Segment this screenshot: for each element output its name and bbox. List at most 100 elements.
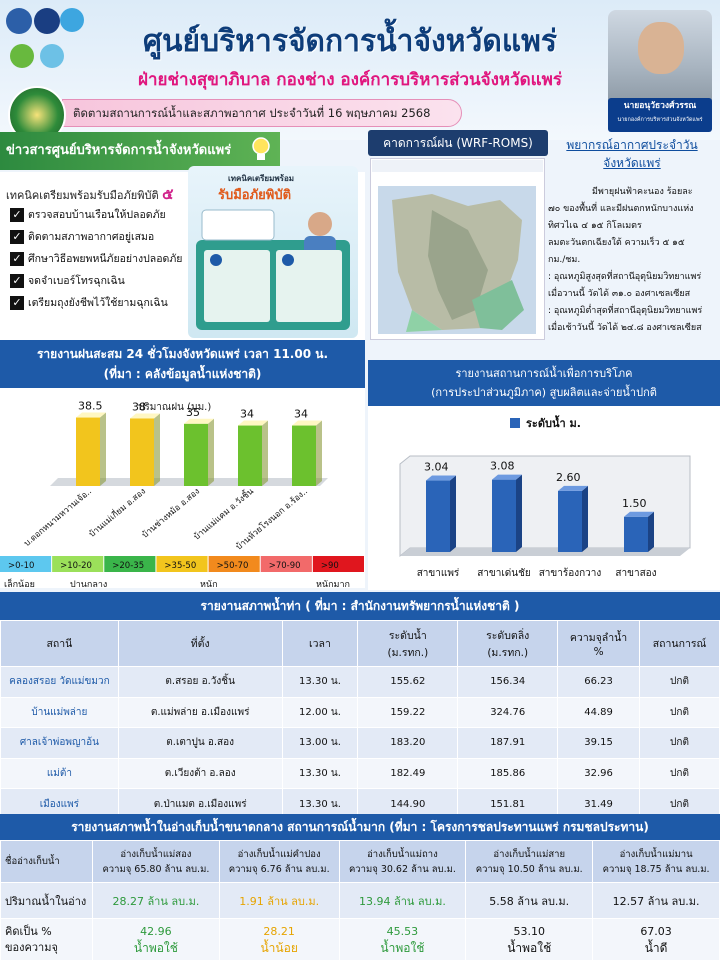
table-cell: ปกติ: [639, 696, 720, 729]
forecast-line: มีพายุฝนฟ้าคะนอง ร้อยละ: [592, 187, 693, 197]
table-cell: ต.เวียงต้า อ.ลอง: [117, 757, 283, 790]
bar: [492, 479, 516, 552]
bar: [292, 425, 316, 486]
legend-range: >0-10: [8, 561, 34, 571]
legend-label: ระดับน้ำ ม.: [526, 415, 581, 430]
reservoir-volume: 1.91 ล้าน ลบ.ม.: [218, 882, 340, 919]
table-cell: ศาลเจ้าพ่อพญาอ้น: [0, 727, 119, 759]
poster-line2: รับมือภัยพิบัติ: [218, 188, 292, 203]
table-cell: 183.20: [357, 727, 459, 759]
reservoir-percent: 53.10: [513, 924, 545, 938]
category-label: บ้านแม่เกี่ยม อ.สอง: [86, 485, 148, 540]
bar-top: [130, 413, 160, 419]
bar-side: [516, 474, 522, 552]
row-header: ปริมาณน้ำในอ่าง: [0, 882, 93, 919]
supply-chart-header: รายงานสถานการณ์น้ำเพื่อการบริโภค (การประ…: [368, 360, 720, 406]
legend-range: >50-70: [217, 561, 249, 571]
governor-name: นายอนุวัธวงศ์วรรณ: [623, 101, 697, 111]
table-cell: 32.96: [557, 757, 640, 790]
reservoir-percent: 28.21: [263, 924, 295, 938]
poster-line1: เทคนิคเตรียมพร้อม: [228, 174, 295, 183]
rain-chart-title: รายงานฝนสะสม 24 ชั่วโมงจังหวัดแพร่ เวลา …: [36, 347, 328, 361]
bar-top: [292, 420, 322, 426]
category-label: สาขาร้องกวาง: [539, 567, 602, 579]
news-header: ข่าวสารศูนย์บริหารจัดการน้ำจังหวัดแพร่: [0, 132, 280, 170]
reservoir-volume: 12.57 ล้าน ลบ.ม.: [592, 882, 720, 919]
reservoir-status: น้ำน้อย: [260, 940, 298, 955]
table-cell: แม่ต้า: [0, 757, 119, 790]
news-intro-text: เทคนิคเตรียมพร้อมรับมือภัยพิบัติ: [6, 189, 159, 202]
bar-top: [184, 418, 214, 424]
table-cell: ต.แม่พล่าย อ.เมืองแพร่: [117, 696, 283, 729]
legend-range: >35-50: [164, 561, 196, 571]
reservoir-status: น้ำดี: [644, 940, 668, 955]
sub-title: ฝ่ายช่างสุขาภิบาล กองช่าง องค์การบริหารส…: [138, 70, 562, 90]
legend-range: >70-90: [269, 561, 301, 571]
checklist-item: ✓ ศึกษาวิธีอพยพหนีภัยอย่างปลอดภัย: [10, 250, 182, 267]
forecast-line: ๗๐ ของพื้นที่ และมีฝนตกหนักบางแห่ง: [548, 204, 694, 214]
category-label: สาขาแพร่: [417, 568, 460, 579]
poster-illustration: [196, 209, 350, 330]
legend-swatch: [510, 418, 520, 428]
reservoir-name: อ่างเก็บน้ำแม่คำปอง: [237, 848, 321, 860]
legend-swatch: [312, 556, 364, 572]
legend-swatch: [260, 556, 312, 572]
bar-side: [450, 475, 456, 552]
legend-swatch: [104, 556, 156, 572]
bar-top: [492, 474, 522, 480]
checklist-item: ✓ ติดตามสภาพอากาศอยู่เสมอ: [10, 228, 154, 245]
table-cell: ต.สรอย อ.วังชิ้น: [117, 666, 283, 698]
category-label: บ้านช่างหม้อ อ.สอง: [140, 486, 202, 541]
table-cell: ต.เตาปูน อ.สอง: [117, 727, 283, 759]
date-bar: ติดตามสถานการณ์น้ำและสภาพอากาศ ประจำวันท…: [62, 99, 462, 127]
reservoir-capacity: ความจุ 30.62 ล้าน ลบ.ม.: [348, 863, 456, 875]
legend-swatch: [156, 556, 208, 572]
reservoir-name-cell: อ่างเก็บน้ำแม่มาน ความจุ 18.75 ล้าน ลบ.ม.: [592, 840, 720, 883]
bar-side: [154, 413, 160, 486]
reservoir-name: อ่างเก็บน้ำแม่สาย: [493, 848, 566, 860]
forecast-line: เมื่อวานนี้ วัดได้ ๓๑.๐ องศาเซลเซียส: [548, 289, 691, 299]
reservoir-volume: 13.94 ล้าน ลบ.ม.: [338, 882, 467, 919]
table-cell: 13.00 น.: [281, 727, 359, 759]
legend-label: ปริมาณฝน (มม.): [138, 402, 211, 413]
forecast-line: : อุณหภูมิต่ำสุดที่สถานีอุตุนิยมวิทยาแพร…: [548, 306, 703, 316]
reservoir-volume-row: ปริมาณน้ำในอ่าง 28.27 ล้าน ลบ.ม. 1.91 ล้า…: [0, 882, 720, 919]
reservoir-status: น้ำพอใช้: [133, 940, 178, 955]
table-cell: คลองสรอย วัดแม่ขมวก: [0, 666, 119, 698]
table-row: แม่ต้า ต.เวียงต้า อ.ลอง 13.30 น. 182.49 185.…: [0, 757, 720, 790]
legend-swatch: [0, 556, 52, 572]
bar-value-label: 34: [294, 408, 308, 421]
checklist-item: ✓ เตรียมถุงยังชีพไว้ใช้ยามฉุกเฉิน: [10, 294, 168, 311]
bar-top: [238, 420, 268, 426]
bar: [426, 480, 450, 552]
legend-group: เล็กน้อย: [4, 577, 35, 590]
check-icon: ✓: [10, 229, 24, 244]
reservoir-percent: 42.96: [140, 924, 172, 938]
col-header: ความจุลำน้ำ %: [557, 620, 640, 667]
legend-swatch: [208, 556, 260, 572]
legend-group: หนัก: [200, 580, 218, 590]
org-logo-3: [60, 8, 84, 32]
forecast-title: พยากรณ์อากาศประจำวัน จังหวัดแพร่: [566, 138, 698, 170]
bar: [624, 516, 648, 552]
table-cell: 324.76: [457, 696, 559, 729]
governor-position: นายกองค์การบริหารส่วนจังหวัดแพร่: [617, 117, 703, 123]
table-cell: ปกติ: [639, 727, 720, 759]
table-cell: 13.30 น.: [281, 757, 359, 790]
legend-group: หนักมาก: [316, 580, 350, 590]
bar-value-label: 38: [132, 400, 146, 413]
table-cell: 156.34: [457, 666, 559, 698]
reservoir-volume: 5.58 ล้าน ลบ.ม.: [465, 882, 594, 919]
check-icon: ✓: [10, 273, 24, 288]
reservoir-table-title: รายงานสภาพน้ำในอ่างเก็บน้ำขนาดกลาง สถานก…: [0, 814, 720, 840]
supply-chart-subtitle: (การประปาส่วนภูมิภาค) สูบผลิตและจ่ายน้ำป…: [431, 386, 657, 399]
table-cell: 185.86: [457, 757, 559, 790]
bar-top: [426, 475, 456, 481]
news-intro: เทคนิคเตรียมพร้อมรับมือภัยพิบัติ ๕: [6, 182, 173, 206]
runoff-table: สถานี ที่ตั้ง เวลา ระดับน้ำ (ม.รทก.) ระด…: [0, 620, 720, 820]
col-header: สถานการณ์: [639, 620, 720, 667]
bar-top: [76, 412, 106, 418]
bar-value-label: 34: [240, 408, 254, 421]
forecast-line: กม./ชม.: [548, 255, 581, 265]
table-cell: ปกติ: [639, 757, 720, 790]
